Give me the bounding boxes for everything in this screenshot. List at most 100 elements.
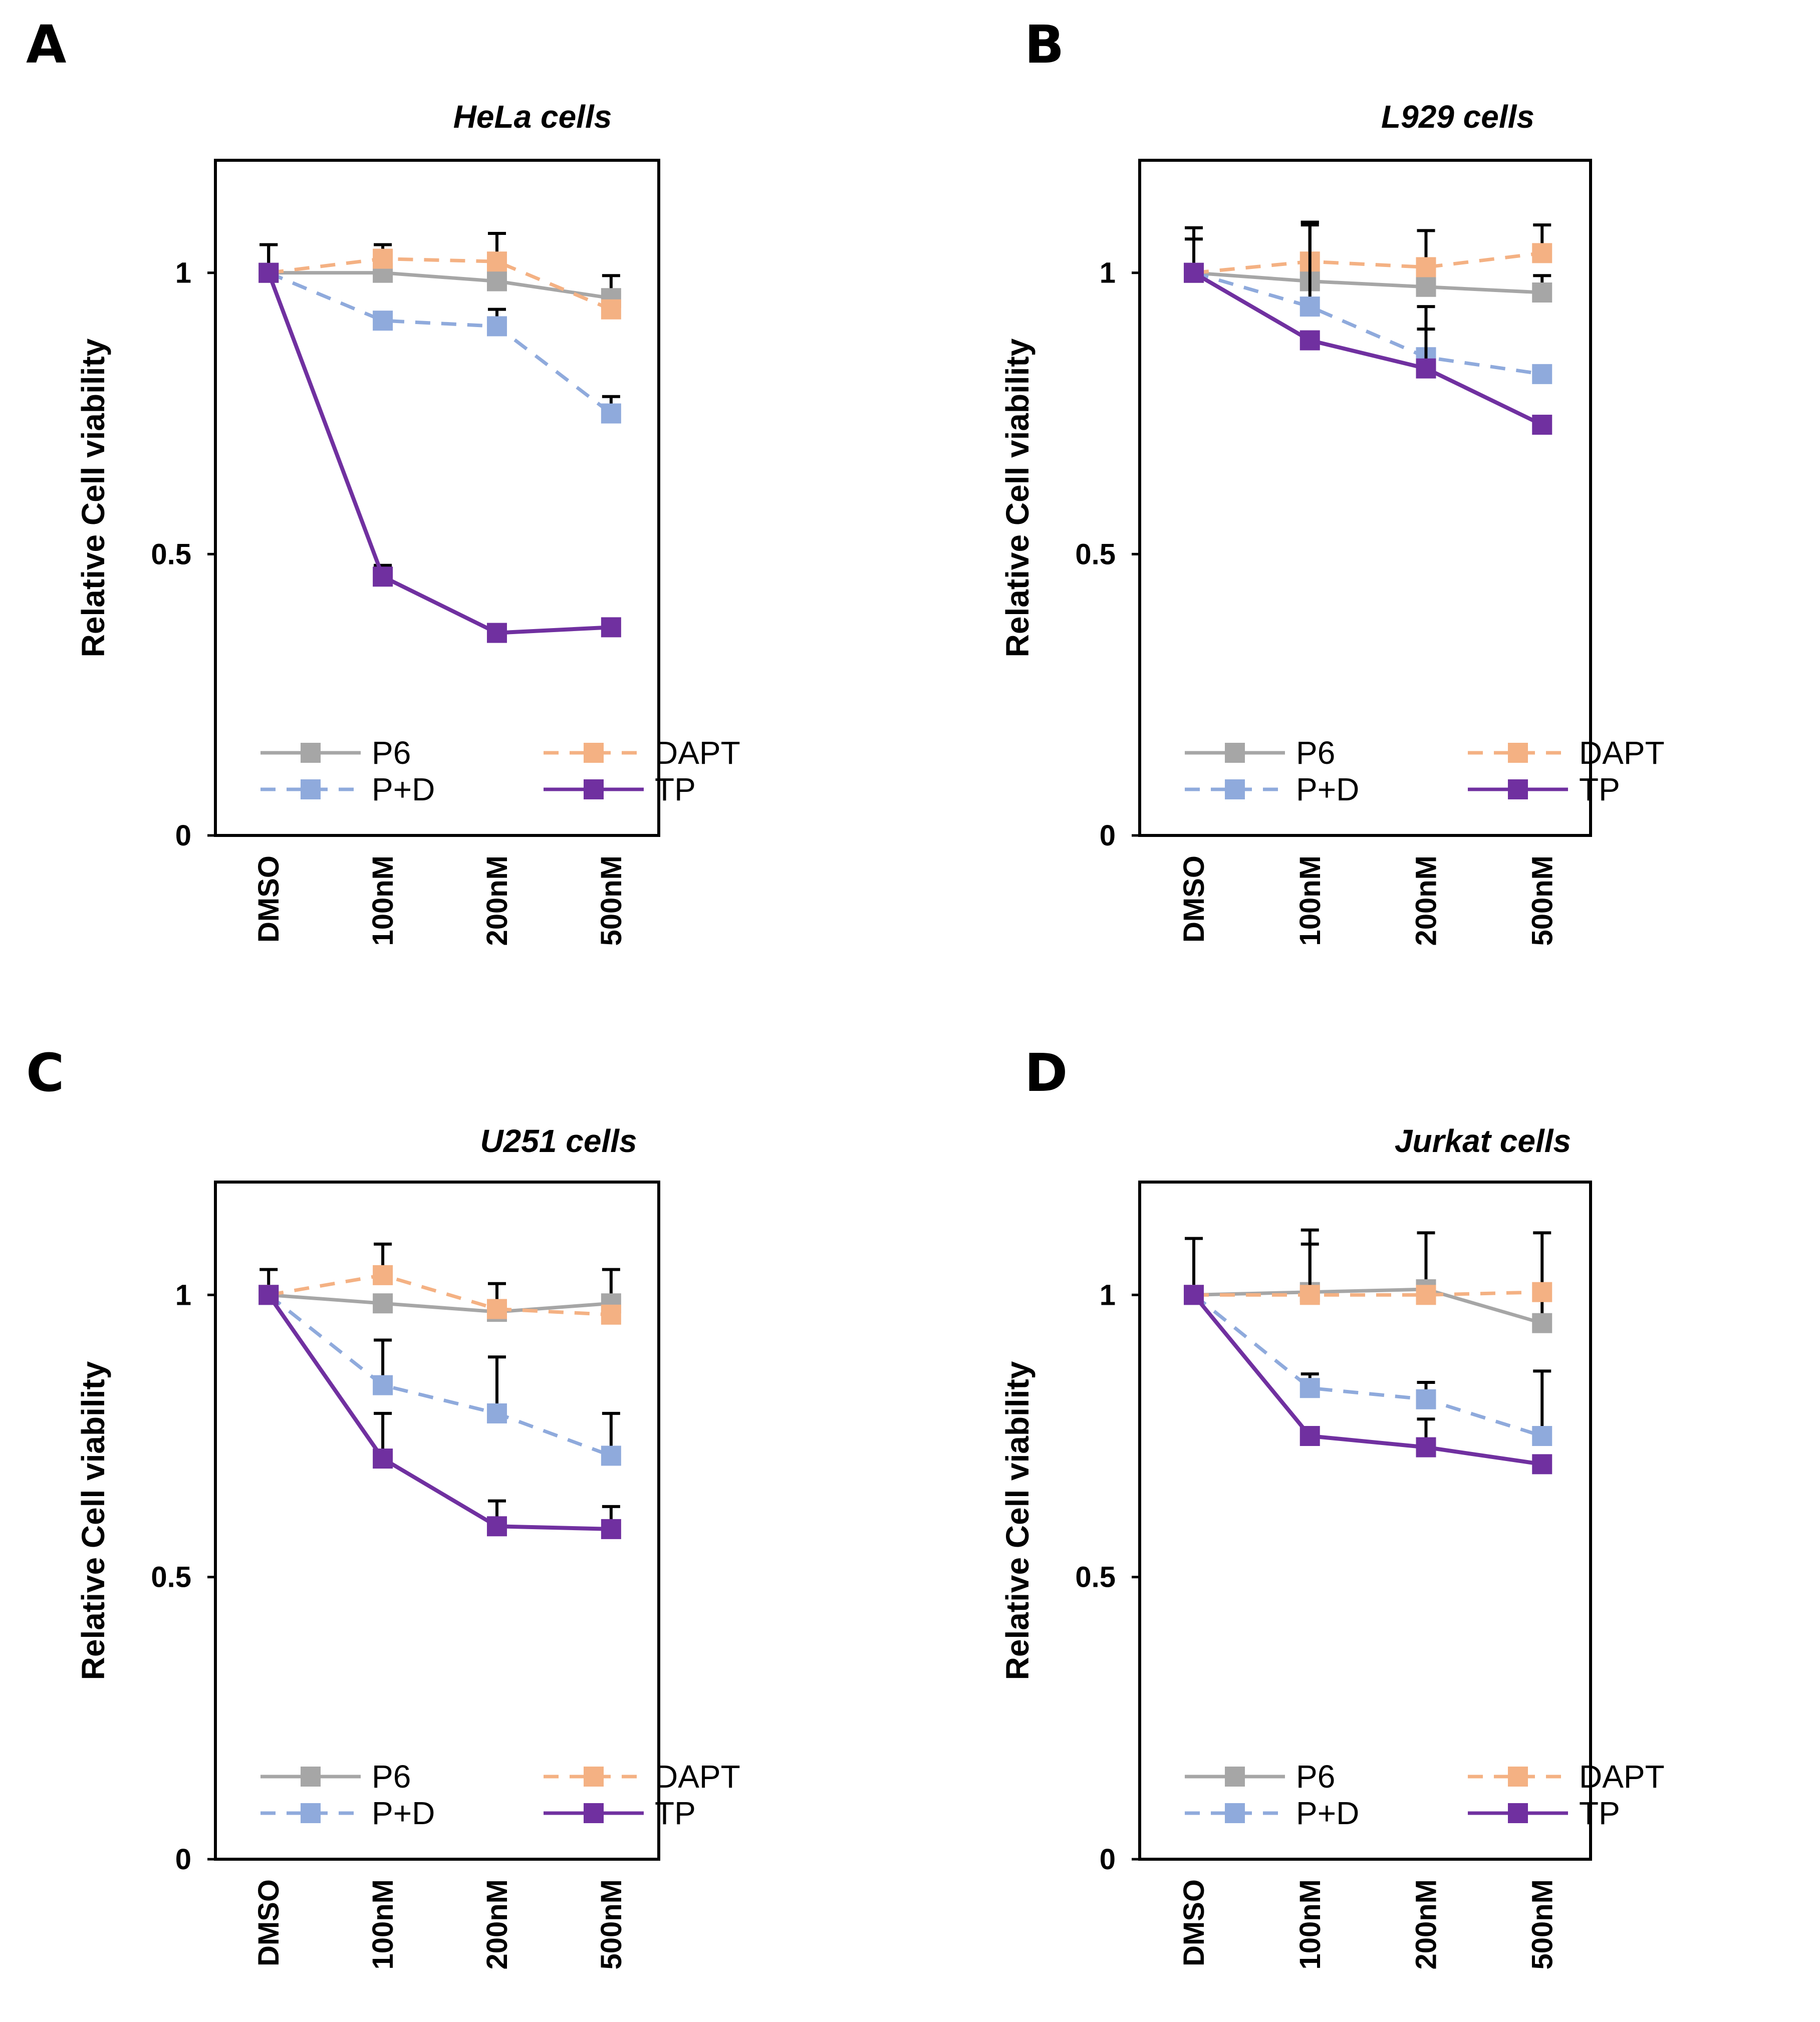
y-tick-label: 0 [1100, 1843, 1116, 1876]
series-dapt-point [601, 299, 621, 320]
series-tp-point [1416, 358, 1436, 379]
chart-panel-b: B L929 cells Relative Cell viability 0 0.5 1 D… [999, 14, 1665, 946]
x-tick-label: DMSO [252, 855, 285, 943]
legend-pplusd-label: P+D [1296, 1795, 1359, 1831]
x-tick-label: DMSO [1178, 1879, 1210, 1966]
series-pplusd-point [486, 1403, 507, 1423]
plot-frame [1138, 1181, 1592, 1861]
y-tick-label: 0.5 [151, 538, 191, 570]
y-axis-label: Relative Cell viability [999, 1361, 1035, 1680]
series-pplusd-point [601, 403, 621, 424]
series-dapt-point [1416, 1285, 1436, 1305]
y-tick-label: 1 [175, 257, 191, 290]
series-dapt-point [373, 248, 393, 269]
series-tp-point [258, 262, 279, 283]
series-dapt-line [1194, 1290, 1542, 1297]
plot-frame [214, 159, 660, 837]
series-tp-point [1299, 1426, 1320, 1446]
series-tp-point [1184, 262, 1204, 283]
series-pplusd-line [1192, 1293, 1543, 1438]
series-p6-line [1193, 271, 1542, 295]
series-dapt-line [1193, 251, 1542, 275]
series-pplusd-point [373, 1375, 393, 1395]
y-tick-label: 1 [175, 1279, 191, 1311]
legend-pplusd-label: P+D [372, 1795, 435, 1831]
series-tp-point [258, 1285, 279, 1305]
legend-pplusd-marker [301, 779, 321, 799]
legend-dapt-label: DAPT [1579, 735, 1665, 771]
legend-dapt-marker [1508, 743, 1528, 763]
series-p6-point [1416, 276, 1436, 297]
legend-pplusd-marker [1225, 1803, 1245, 1823]
series-tp-point [486, 1516, 507, 1537]
chart-panel-a: A HeLa cells Relative Cell viability 0 0.5 1 D… [26, 14, 740, 946]
legend-dapt-label: DAPT [655, 1759, 740, 1795]
legend-p6-label: P6 [1296, 735, 1335, 771]
panel-letter: D [1024, 1042, 1068, 1103]
series-pplusd-point [1299, 1378, 1320, 1398]
series-p6-point [1532, 282, 1552, 303]
legend-pplusd-marker [301, 1803, 321, 1823]
x-tick-label: 500nM [595, 1879, 628, 1970]
series-tp-point [1299, 330, 1320, 351]
x-tick-label: 100nM [367, 1879, 399, 1970]
series-tp-point [373, 566, 393, 587]
y-tick-label: 1 [1100, 1279, 1116, 1311]
series-tp-point [601, 617, 621, 638]
series-pplusd-point [1532, 1426, 1552, 1446]
chart-title: HeLa cells [453, 99, 612, 135]
series-p6-point [1532, 1313, 1552, 1333]
legend-pplusd-marker [1225, 779, 1245, 799]
legend-p6-label: P6 [372, 1759, 411, 1795]
legend-tp-marker [584, 1803, 604, 1823]
series-pplusd-point [1532, 364, 1552, 384]
series-pplusd-line [1193, 271, 1542, 376]
legend-tp-marker [584, 779, 604, 799]
series-tp-point [1184, 1285, 1204, 1305]
series-dapt-point [373, 1265, 393, 1285]
legend-p6-label: P6 [1296, 1759, 1335, 1795]
legend-tp-label: TP [1579, 771, 1620, 807]
series-p6-point [486, 271, 507, 292]
series-pplusd-point [1416, 1389, 1436, 1409]
series-dapt-point [486, 251, 507, 272]
legend-tp-label: TP [1579, 1795, 1620, 1831]
legend-tp-label: TP [655, 771, 696, 807]
x-tick-label: 500nM [595, 855, 628, 946]
series-dapt-point [1532, 243, 1552, 263]
x-tick-label: 200nM [1410, 855, 1443, 946]
legend-dapt-label: DAPT [1579, 1759, 1665, 1795]
y-tick-label: 0.5 [1075, 1561, 1116, 1594]
legend-p6-marker [301, 743, 321, 763]
series-pplusd-line [268, 1293, 612, 1458]
panel-letter: B [1024, 14, 1064, 75]
plot-frame [1138, 159, 1592, 837]
series-tp-point [1532, 414, 1552, 435]
series-dapt-point [1416, 257, 1436, 277]
series-dapt-point [601, 1304, 621, 1325]
x-tick-label: 200nM [481, 1879, 513, 1970]
legend-p6-marker [301, 1767, 321, 1787]
series-dapt-line [268, 257, 612, 311]
series-dapt-point [1299, 1285, 1320, 1305]
panel-letter: A [26, 14, 67, 75]
legend-tp-marker [1508, 779, 1528, 799]
legend-p6-marker [1225, 743, 1245, 763]
x-tick-label: 100nM [1294, 855, 1327, 946]
y-tick-label: 0 [175, 819, 191, 852]
legend-dapt-marker [1508, 1767, 1528, 1787]
x-tick-label: DMSO [1178, 855, 1210, 943]
chart-panel-d: D Jurkat cells Relative Cell viability 0 0.5… [999, 1042, 1665, 1970]
series-tp-line [267, 272, 612, 635]
series-pplusd-point [601, 1446, 621, 1466]
y-axis-label: Relative Cell viability [75, 338, 111, 657]
legend-tp-label: TP [655, 1795, 696, 1831]
plot-frame [214, 1181, 660, 1861]
series-p6-point [373, 1293, 393, 1314]
legend-dapt-marker [584, 743, 604, 763]
series-tp-line [267, 1294, 611, 1531]
x-tick-label: 100nM [1294, 1879, 1327, 1970]
legend-dapt-marker [584, 1767, 604, 1787]
series-p6-line [268, 1293, 612, 1314]
